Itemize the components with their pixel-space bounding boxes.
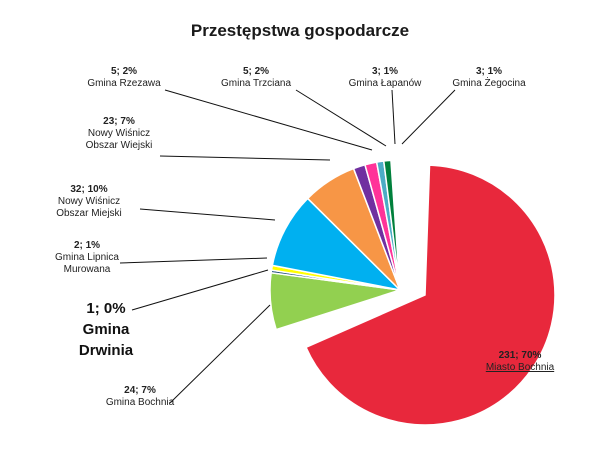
data-label-value: 24; 7% — [124, 385, 156, 396]
data-label: 231; 70%Miasto Bochnia — [486, 350, 555, 373]
data-label-value: 5; 2% — [243, 66, 269, 77]
leader-line — [131, 269, 269, 311]
data-labels: 231; 70%Miasto Bochnia 24; 7%Gmina Bochni… — [55, 66, 555, 408]
pie-slice-gmina-egocina — [382, 159, 401, 291]
data-label-name: Drwinia — [79, 342, 134, 359]
data-label-value: 5; 2% — [111, 66, 137, 77]
pie-slices — [269, 159, 556, 426]
pie-slice-miasto-bochnia — [305, 164, 556, 426]
data-label-name: Gmina Rzezawa — [87, 78, 161, 89]
data-label-name: Obszar Miejski — [56, 208, 122, 219]
data-label: 3; 1%Gmina Żegocina — [452, 66, 526, 89]
data-label-value: 1; 0% — [86, 300, 125, 317]
data-label-value: 23; 7% — [103, 116, 135, 127]
data-label-name: Gmina Łapanów — [349, 78, 423, 89]
data-label-value: 3; 1% — [476, 66, 502, 77]
data-label: 5; 2%Gmina Trzciana — [221, 66, 291, 89]
leader-line — [401, 89, 456, 145]
data-label-value: 32; 10% — [70, 184, 107, 195]
data-label: 24; 7%Gmina Bochnia — [106, 385, 175, 408]
data-label-value: 3; 1% — [372, 66, 398, 77]
data-label: 3; 1%Gmina Łapanów — [349, 66, 423, 89]
data-label-name: Gmina Żegocina — [452, 76, 526, 89]
leader-line — [159, 155, 331, 161]
data-label: 1; 0% Gmina Drwinia — [79, 300, 134, 359]
leader-line — [139, 208, 276, 221]
data-label-name: Gmina Lipnica — [55, 252, 119, 263]
chart-title: Przestępstwa gospodarcze — [191, 21, 409, 40]
leader-line — [295, 89, 387, 147]
data-label-name: Murowana — [64, 264, 111, 275]
data-label-name: Miasto Bochnia — [486, 362, 555, 373]
leader-line — [169, 304, 271, 404]
pie-slice-nowy-wi-nicz-obszar-miejski — [271, 197, 403, 292]
leader-line — [391, 89, 396, 145]
leader-line — [164, 89, 373, 151]
data-label-name: Obszar Wiejski — [86, 140, 153, 151]
data-label-name: Gmina Bochnia — [106, 397, 175, 408]
data-label-name: Nowy Wiśnicz — [88, 128, 150, 139]
leader-line — [119, 257, 268, 264]
leader-lines — [119, 89, 456, 404]
data-label-name: Gmina — [83, 321, 130, 338]
data-label-name: Nowy Wiśnicz — [58, 196, 120, 207]
data-label: 5; 2%Gmina Rzezawa — [87, 66, 161, 89]
data-label-value: 231; 70% — [499, 350, 542, 361]
data-label-value: 2; 1% — [74, 240, 100, 251]
data-label-name: Gmina Trzciana — [221, 78, 291, 89]
